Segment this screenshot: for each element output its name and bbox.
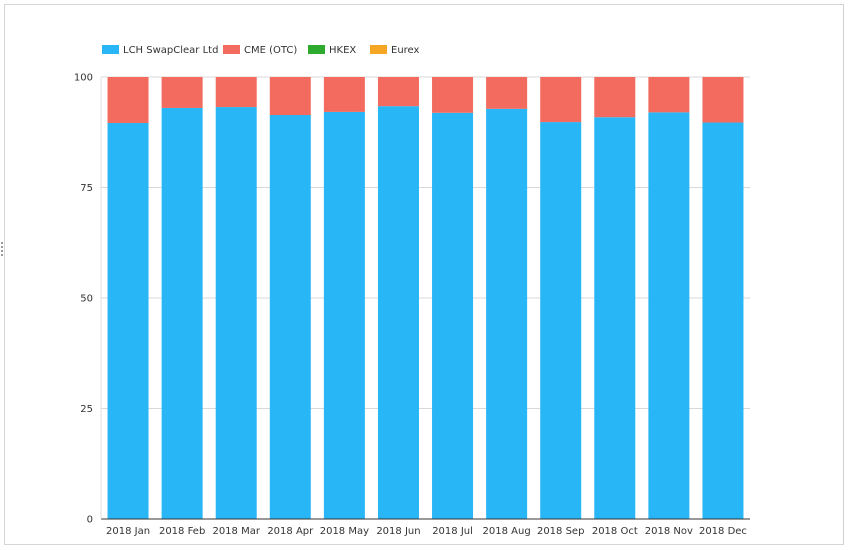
legend-label: HKEX <box>329 45 356 56</box>
bar-segment[interactable] <box>161 77 203 108</box>
legend-label: Eurex <box>391 45 420 56</box>
legend-swatch <box>102 45 119 54</box>
bar-segment[interactable] <box>107 77 149 123</box>
legend-item[interactable]: HKEX <box>308 45 356 56</box>
bar-segment[interactable] <box>432 112 474 520</box>
y-tick-label: 0 <box>87 515 93 526</box>
bar-segment[interactable] <box>702 122 744 519</box>
x-tick-label: 2018 May <box>320 526 369 537</box>
legend-label: CME (OTC) <box>244 45 297 56</box>
x-tick-label: 2018 Apr <box>267 526 314 537</box>
bar-segment[interactable] <box>107 122 149 519</box>
corner-mark-icon: · <box>839 0 843 11</box>
bar-segment[interactable] <box>323 111 365 520</box>
legend-swatch <box>308 45 325 54</box>
x-axis-ticks: 2018 Jan 2018 Feb 2018 Mar 2018 Apr 2018 May… <box>106 526 747 537</box>
bar-segment[interactable] <box>702 77 744 123</box>
bar-segment[interactable] <box>540 77 582 123</box>
bar-segment[interactable] <box>269 77 311 116</box>
bar-segment[interactable] <box>486 77 528 109</box>
x-tick-label: 2018 Sep <box>537 526 584 537</box>
legend-swatch <box>370 45 387 54</box>
x-tick-label: 2018 Jul <box>432 526 473 537</box>
bar-segment[interactable] <box>269 115 311 519</box>
x-tick-label: 2018 Dec <box>699 526 747 537</box>
y-tick-label: 25 <box>80 404 93 415</box>
x-tick-label: 2018 Jun <box>376 526 420 537</box>
y-tick-label: 100 <box>74 73 93 84</box>
bar-segment[interactable] <box>432 77 474 113</box>
y-axis-ticks: 0 25 50 75 100 <box>74 73 93 526</box>
bar-segment[interactable] <box>215 77 257 108</box>
bar-segment[interactable] <box>648 77 690 113</box>
legend-swatch <box>223 45 240 54</box>
bar-segment[interactable] <box>486 108 528 519</box>
legend-item[interactable]: Eurex <box>370 45 420 56</box>
bars <box>107 77 744 520</box>
bar-segment[interactable] <box>377 77 419 107</box>
bar-segment[interactable] <box>594 117 636 519</box>
y-tick-label: 50 <box>80 294 93 305</box>
x-tick-label: 2018 Mar <box>212 526 260 537</box>
x-tick-label: 2018 Aug <box>483 526 531 537</box>
x-tick-label: 2018 Feb <box>159 526 205 537</box>
x-tick-label: 2018 Oct <box>592 526 638 537</box>
legend-item[interactable]: LCH SwapClear Ltd <box>102 45 218 56</box>
bar-segment[interactable] <box>648 112 690 520</box>
x-tick-label: 2018 Nov <box>645 526 693 537</box>
bar-segment[interactable] <box>540 122 582 519</box>
y-tick-label: 75 <box>80 183 93 194</box>
axes <box>100 77 750 520</box>
bar-segment[interactable] <box>215 107 257 519</box>
legend-label: LCH SwapClear Ltd <box>123 45 218 56</box>
bar-segment[interactable] <box>594 77 636 118</box>
bar-segment[interactable] <box>161 107 203 519</box>
bar-segment[interactable] <box>323 77 365 112</box>
legend-item[interactable]: CME (OTC) <box>223 45 297 56</box>
x-tick-label: 2018 Jan <box>106 526 150 537</box>
legend: LCH SwapClear Ltd CME (OTC) HKEX Eurex <box>102 45 420 56</box>
bar-segment[interactable] <box>377 106 419 520</box>
resize-handle[interactable] <box>0 242 4 262</box>
